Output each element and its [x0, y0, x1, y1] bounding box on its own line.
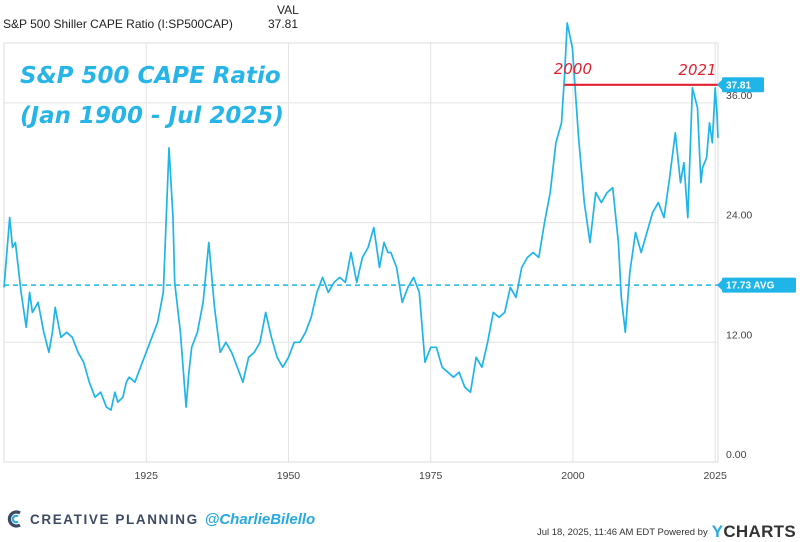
x-tick-label: 1975	[419, 470, 443, 482]
last-value-label: 37.81	[726, 80, 751, 91]
column-header-val: VAL	[277, 3, 299, 17]
y-tick-label: 0.00	[726, 449, 747, 461]
ycharts-logo-y: Y	[711, 522, 724, 541]
cape-series-line	[3, 22, 719, 411]
creative-planning-logo-icon	[7, 510, 21, 528]
chart-title: S&P 500 CAPE Ratio	[20, 63, 281, 89]
average-label: 17.73 AVG	[726, 281, 775, 292]
series-value: 37.81	[268, 17, 299, 31]
annotation-label: 2000	[554, 60, 592, 78]
chart-subtitle: (Jan 1900 - Jul 2025)	[20, 103, 284, 129]
ycharts-logo: YCHARTS	[712, 522, 796, 542]
brand-name: CREATIVE PLANNING	[30, 511, 199, 527]
x-tick-label: 1925	[135, 470, 159, 482]
series-name: S&P 500 Shiller CAPE Ratio (I:SP500CAP)	[3, 17, 233, 31]
ycharts-logo-text: CHARTS	[723, 522, 796, 541]
flag-pointer	[717, 280, 722, 291]
timestamp: Jul 18, 2025, 11:46 AM EDT Powered by	[536, 526, 708, 538]
y-tick-label: 12.00	[726, 329, 752, 341]
y-tick-label: 36.00	[726, 90, 752, 102]
x-tick-label: 2000	[561, 470, 585, 482]
footer-attribution: Jul 18, 2025, 11:46 AM EDT Powered by YC…	[537, 522, 796, 542]
x-tick-label: 1950	[277, 470, 301, 482]
peak-annotations: 2000 2021	[554, 60, 717, 79]
last-value-flag: 37.81	[717, 77, 764, 93]
annotation-label: 2021	[678, 61, 716, 79]
x-tick-label: 2025	[703, 470, 727, 482]
footer-brand: CREATIVE PLANNING @CharlieBilello	[6, 510, 315, 528]
y-tick-label: 24.00	[726, 210, 752, 222]
axis-ticks: 0.00 12.00 24.00 36.00 1925 1950 1975 2000 2025	[135, 90, 753, 482]
average-flag: 17.73 AVG	[717, 277, 796, 293]
author-handle: @CharlieBilello	[204, 510, 316, 528]
plot-frame	[3, 42, 719, 463]
flag-pointer	[717, 79, 722, 90]
average-box	[722, 277, 796, 293]
last-value-box	[722, 77, 764, 93]
